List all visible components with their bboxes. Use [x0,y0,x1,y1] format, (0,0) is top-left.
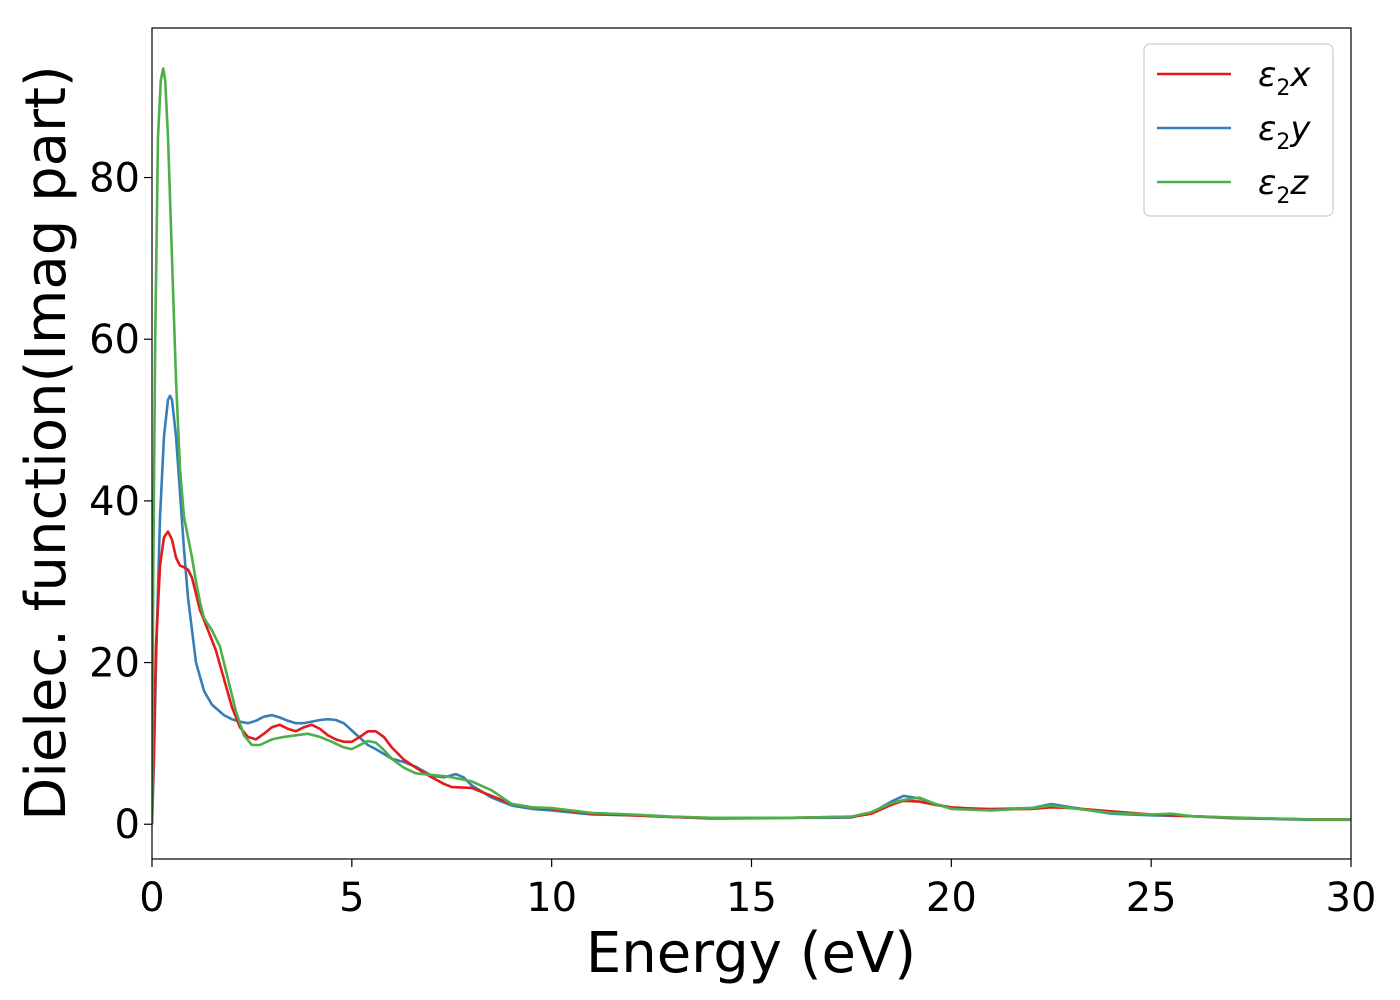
legend-entry: ε2x [1258,55,1311,101]
legend-box [1143,43,1334,217]
legend-symbol: ε [1258,55,1276,95]
x-tick-label: 30 [1326,875,1377,921]
y-tick-label: 80 [89,156,140,202]
x-axis: 0 5 10 15 20 25 30 [139,859,1376,921]
x-tick-label: 25 [1126,875,1177,921]
legend-subscript: 2 [1276,184,1290,209]
legend-subscript: 2 [1276,130,1290,155]
legend-component: x [1289,55,1311,95]
y-tick-label: 0 [115,802,140,848]
x-tick-label: 10 [526,875,577,921]
x-tick-label: 0 [139,875,164,921]
y-axis-label: Dielec. function(Imag part) [14,65,79,821]
legend-symbol: ε [1258,109,1276,149]
legend-entry: ε2z [1258,163,1309,209]
legend-component: z [1289,163,1309,203]
y-tick-label: 40 [89,479,140,525]
series-line-z [152,67,1351,825]
x-tick-label: 15 [726,875,777,921]
legend-symbol: ε [1258,163,1276,203]
series-layer [152,67,1351,825]
legend-subscript: 2 [1276,76,1290,101]
x-tick-label: 5 [339,875,364,921]
legend-entry: ε2y [1258,109,1311,155]
y-axis: 0 20 40 60 80 [89,156,152,848]
y-tick-label: 60 [89,317,140,363]
x-tick-label: 20 [926,875,977,921]
y-tick-label: 20 [89,641,140,687]
x-axis-label: Energy (eV) [586,921,916,986]
legend-component: y [1289,109,1311,149]
